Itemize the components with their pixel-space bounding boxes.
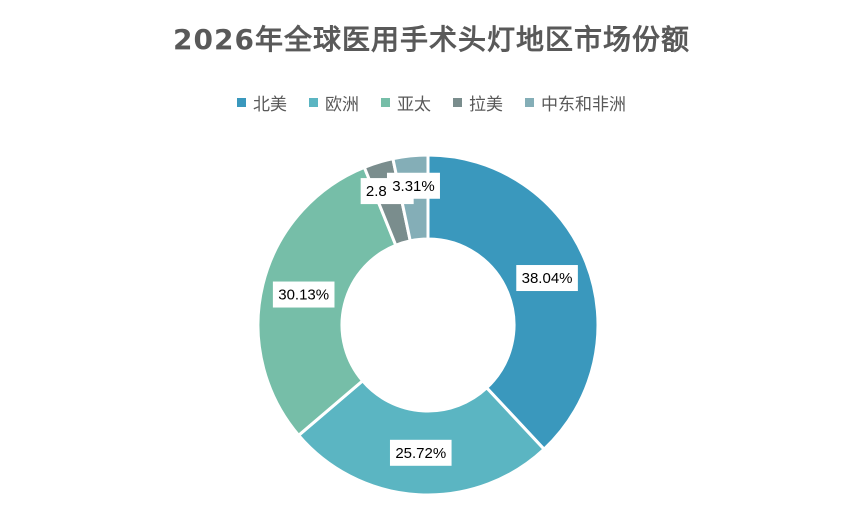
data-label-text: 38.04% — [522, 270, 573, 287]
legend-item-europe: 欧洲 — [309, 90, 359, 115]
data-label: 3.31% — [386, 172, 440, 199]
data-label: 30.13% — [272, 281, 335, 308]
legend-swatch — [525, 98, 534, 107]
legend-item-asia-pacific: 亚太 — [381, 90, 431, 115]
data-label: 38.04% — [516, 265, 578, 292]
data-label-box — [386, 172, 440, 199]
legend-label: 拉美 — [469, 95, 503, 115]
data-label-text: 25.72% — [395, 445, 446, 462]
data-label-box — [272, 281, 335, 308]
legend-swatch — [381, 98, 390, 107]
legend-item-middle-east-africa: 中东和非洲 — [525, 90, 626, 115]
data-label-box — [389, 439, 452, 466]
legend-swatch — [453, 98, 462, 107]
slice-europe — [296, 378, 547, 497]
donut-data-labels: 38.04%25.72%30.13%2.80%3.31% — [272, 172, 578, 466]
legend-label: 中东和非洲 — [541, 95, 626, 115]
legend-item-latin-america: 拉美 — [453, 90, 503, 115]
data-label-text: 30.13% — [278, 287, 329, 304]
data-label-text: 3.31% — [392, 178, 435, 195]
legend-label: 北美 — [253, 95, 287, 115]
data-label-box — [516, 265, 578, 292]
slice-north-america — [426, 153, 600, 452]
legend-swatch — [309, 98, 318, 107]
legend-item-north-america: 北美 — [237, 90, 287, 115]
legend-label: 欧洲 — [325, 95, 359, 115]
legend-label: 亚太 — [397, 95, 431, 115]
legend-swatch — [237, 98, 246, 107]
data-label: 25.72% — [389, 439, 452, 466]
chart-title: 2026年全球医用手术头灯地区市场份额 — [173, 23, 690, 56]
chart-legend: 北美 欧洲 亚太 拉美 中东和非洲 — [0, 90, 863, 115]
